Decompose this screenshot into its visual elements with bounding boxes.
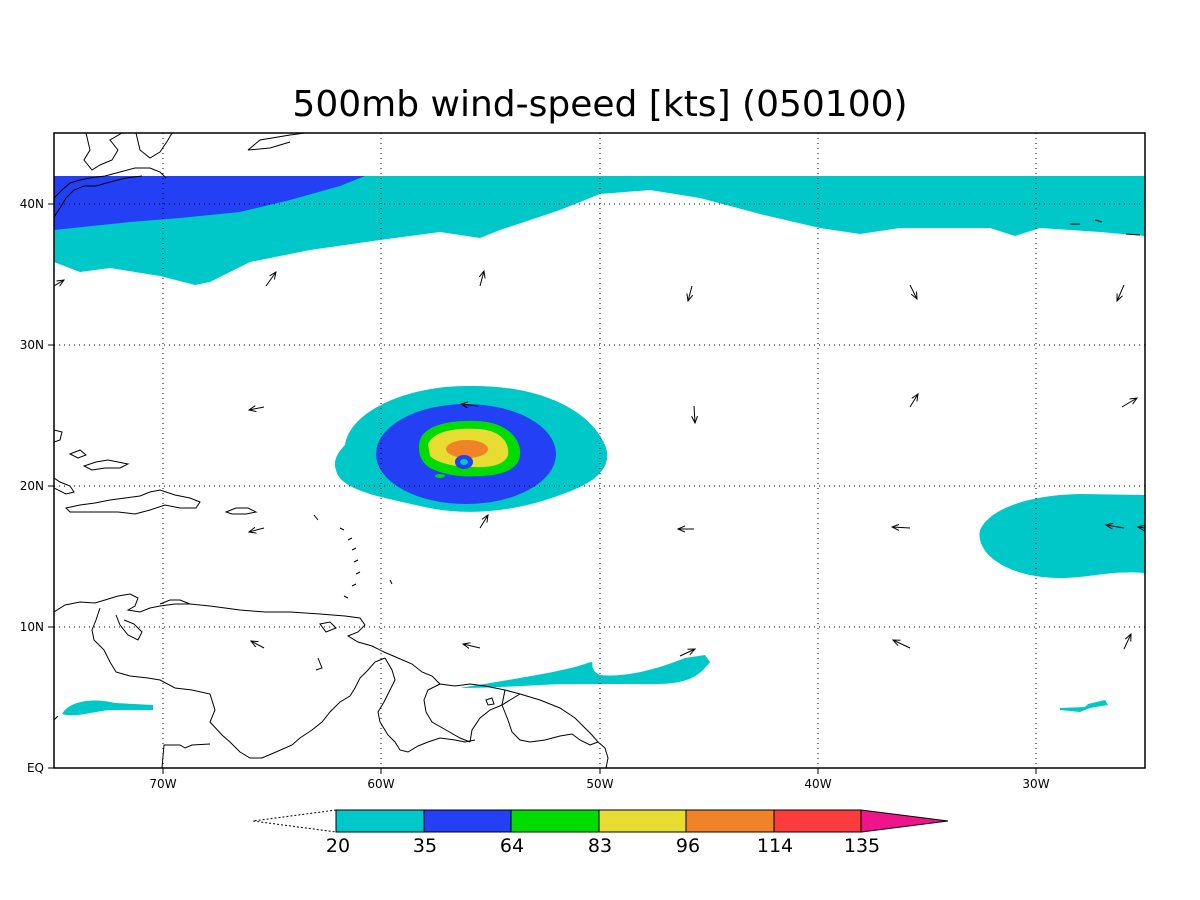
lat-tick-label: 40N [20, 197, 44, 211]
lon-tick-label: 40W [804, 777, 831, 791]
colorbar-swatch [773, 809, 862, 833]
wind-vectors [54, 271, 1145, 657]
lat-tick-label: 20N [20, 479, 44, 493]
colorbar: 20 35 64 83 96 114 135 [252, 809, 949, 857]
lat-tick-label: EQ [27, 761, 44, 775]
lat-tick-label: 10N [20, 620, 44, 634]
contour-jet-blue [54, 176, 365, 230]
colorbar-label: 135 [844, 835, 880, 857]
contour-jet-cyan [54, 176, 1145, 285]
lat-tick-label: 30N [20, 338, 44, 352]
contour-storm-orange [446, 440, 488, 458]
lon-tick-label: 60W [367, 777, 394, 791]
graticule [54, 133, 1145, 768]
colorbar-label: 114 [757, 835, 793, 857]
lat-axis: 40N 30N 20N 10N EQ [20, 197, 54, 775]
colorbar-swatch [423, 809, 512, 833]
colorbar-label: 96 [676, 835, 700, 857]
lon-tick-label: 30W [1022, 777, 1049, 791]
colorbar-low-triangle [252, 809, 337, 833]
colorbar-label: 20 [326, 835, 350, 857]
map-title: 500mb wind-speed [kts] (050100) [292, 84, 907, 125]
colorbar-label: 83 [588, 835, 612, 857]
hurricane-wind-field [334, 385, 608, 512]
coastlines [54, 133, 1141, 768]
colorbar-swatch [335, 809, 425, 833]
colorbar-swatch [685, 809, 775, 833]
plot-area [54, 133, 1145, 768]
colorbar-swatch [598, 809, 687, 833]
colorbar-high-triangle [860, 809, 949, 833]
lon-tick-label: 50W [586, 777, 613, 791]
colorbar-swatch [510, 809, 600, 833]
colorbar-label: 64 [500, 835, 524, 857]
colorbar-label: 35 [413, 835, 437, 857]
contour-storm-eye [460, 459, 468, 465]
lon-axis: 70W 60W 50W 40W 30W [149, 768, 1050, 791]
contour-east-cyan [979, 494, 1145, 578]
contour-south-cyan [460, 655, 710, 688]
lon-tick-label: 70W [149, 777, 176, 791]
